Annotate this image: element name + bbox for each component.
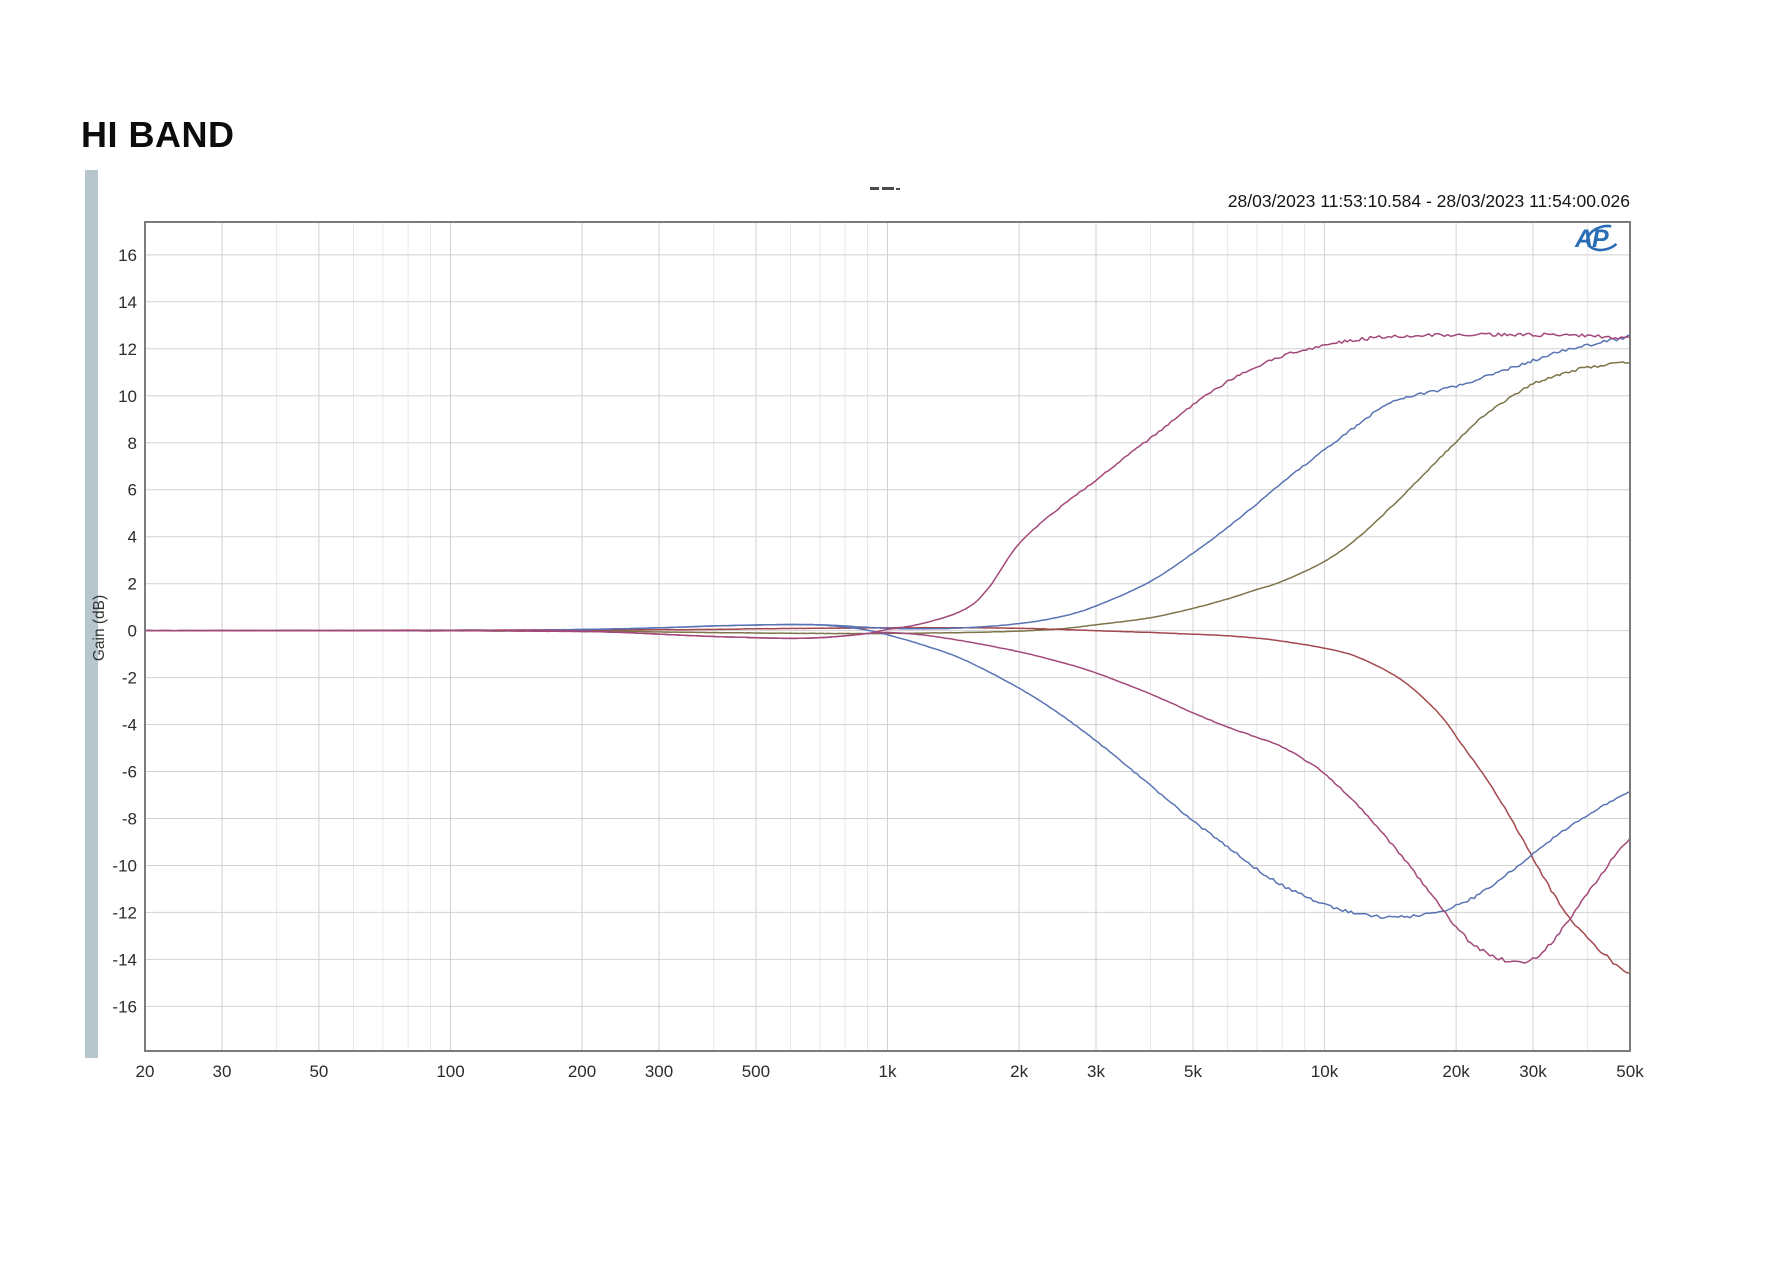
y-tick-label: 4 bbox=[128, 528, 137, 547]
x-tick-label: 500 bbox=[742, 1062, 770, 1081]
series-path-red-shelf-cut bbox=[146, 626, 1629, 974]
page-title: HI BAND bbox=[81, 114, 235, 155]
y-tick-label: -10 bbox=[112, 857, 137, 876]
series-group bbox=[146, 332, 1629, 974]
x-tick-label: 1k bbox=[879, 1062, 897, 1081]
ap-logo-swoosh-icon bbox=[1586, 224, 1622, 252]
x-tick-label: 200 bbox=[568, 1062, 596, 1081]
chart-timestamp: 28/03/2023 11:53:10.584 - 28/03/2023 11:… bbox=[1227, 191, 1630, 211]
x-tick-label: 100 bbox=[436, 1062, 464, 1081]
y-tick-label: -14 bbox=[112, 950, 137, 969]
x-tick-label: 30k bbox=[1519, 1062, 1547, 1081]
y-tick-label: -4 bbox=[122, 716, 137, 735]
y-tick-label: 8 bbox=[128, 434, 137, 453]
sidebar-accent-bar bbox=[85, 170, 98, 1058]
x-tick-label: 300 bbox=[645, 1062, 673, 1081]
y-tick-label: 6 bbox=[128, 481, 137, 500]
x-tick-label: 2k bbox=[1010, 1062, 1028, 1081]
y-tick-label: 10 bbox=[118, 387, 137, 406]
y-tick-label: 16 bbox=[118, 246, 137, 265]
y-tick-label: -12 bbox=[112, 903, 137, 922]
clipped-text-artifact bbox=[896, 188, 900, 190]
y-tick-label: 2 bbox=[128, 575, 137, 594]
y-tick-label: -2 bbox=[122, 669, 137, 688]
y-tick-label: -16 bbox=[112, 997, 137, 1016]
x-tick-label: 30 bbox=[213, 1062, 232, 1081]
y-tick-label: 0 bbox=[128, 622, 137, 641]
x-tick-label: 3k bbox=[1087, 1062, 1105, 1081]
x-tick-label: 50k bbox=[1616, 1062, 1644, 1081]
y-axis-title: Gain (dB) bbox=[91, 595, 108, 661]
clipped-text-artifact bbox=[870, 187, 879, 190]
x-tick-label: 50 bbox=[309, 1062, 328, 1081]
y-tick-label: 12 bbox=[118, 340, 137, 359]
x-tick-label: 5k bbox=[1184, 1062, 1202, 1081]
plot-border bbox=[144, 221, 1631, 1052]
clipped-text-artifact bbox=[882, 187, 894, 190]
series-path-olive-shelf-boost bbox=[146, 361, 1629, 635]
y-tick-label: -8 bbox=[122, 810, 137, 829]
series-path-magenta-shelf-cut bbox=[146, 629, 1629, 964]
ap-logo-text: AP bbox=[1574, 225, 1609, 253]
x-tick-label: 10k bbox=[1311, 1062, 1339, 1081]
ap-logo: AP bbox=[1574, 224, 1622, 253]
y-tick-label: -6 bbox=[122, 763, 137, 782]
x-tick-label: 20k bbox=[1442, 1062, 1470, 1081]
y-tick-label: 14 bbox=[118, 293, 137, 312]
x-tick-label: 20 bbox=[136, 1062, 155, 1081]
